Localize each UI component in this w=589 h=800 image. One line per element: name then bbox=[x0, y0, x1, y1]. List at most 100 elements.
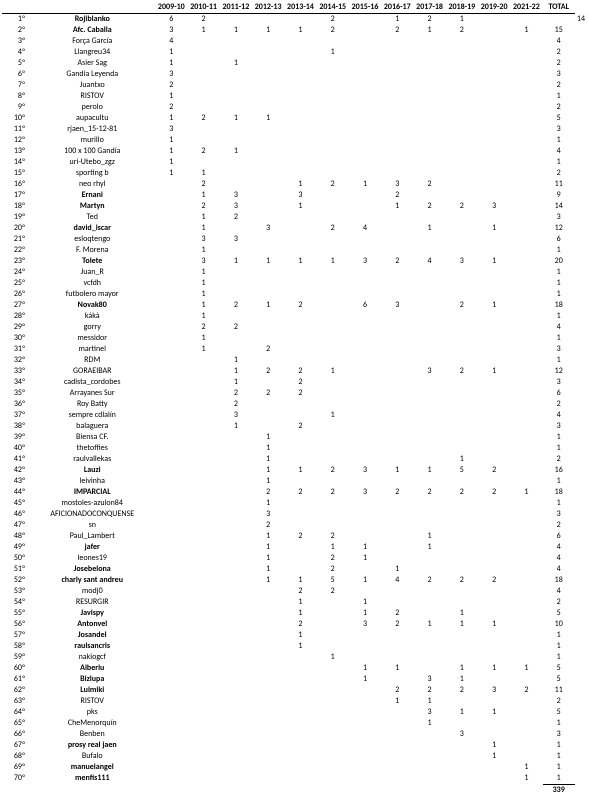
value-cell bbox=[381, 751, 413, 762]
table-row: 21ºesloqtengo336 bbox=[2, 234, 587, 245]
value-cell bbox=[413, 586, 445, 597]
table-row: 24ºJuan_R11 bbox=[2, 267, 587, 278]
value-cell bbox=[220, 586, 252, 597]
value-cell: 1 bbox=[478, 707, 510, 718]
value-cell bbox=[510, 575, 542, 586]
rank-cell: 22º bbox=[2, 245, 29, 256]
value-cell bbox=[510, 432, 542, 443]
value-cell bbox=[349, 278, 381, 289]
value-cell bbox=[317, 278, 349, 289]
value-cell bbox=[220, 608, 252, 619]
name-cell: Lauzi bbox=[29, 465, 155, 476]
value-cell bbox=[381, 454, 413, 465]
value-cell bbox=[317, 311, 349, 322]
value-cell bbox=[155, 509, 187, 520]
value-cell bbox=[317, 333, 349, 344]
rank-cell: 25º bbox=[2, 278, 29, 289]
value-cell bbox=[510, 223, 542, 234]
col-year: 2019-20 bbox=[478, 2, 510, 14]
table-row: 68ºBufalo11 bbox=[2, 751, 587, 762]
value-cell: 3 bbox=[155, 25, 187, 36]
value-cell bbox=[510, 366, 542, 377]
rank-cell: 15º bbox=[2, 168, 29, 179]
value-cell bbox=[510, 179, 542, 190]
total-cell: 16 bbox=[543, 465, 575, 476]
total-cell: 3 bbox=[543, 212, 575, 223]
table-row: 46ºAFICIONADOCONQUENSE33 bbox=[2, 509, 587, 520]
value-cell: 1 bbox=[284, 608, 316, 619]
value-cell: 2 bbox=[284, 377, 316, 388]
value-cell bbox=[413, 421, 445, 432]
value-cell bbox=[317, 619, 349, 630]
value-cell: 1 bbox=[510, 25, 542, 36]
value-cell: 1 bbox=[187, 223, 219, 234]
value-cell: 1 bbox=[381, 696, 413, 707]
value-cell: 2 bbox=[252, 388, 284, 399]
rank-cell: 43º bbox=[2, 476, 29, 487]
rank-cell: 17º bbox=[2, 190, 29, 201]
rank-cell: 46º bbox=[2, 509, 29, 520]
value-cell bbox=[446, 355, 478, 366]
value-cell: 1 bbox=[284, 641, 316, 652]
value-cell: 3 bbox=[381, 179, 413, 190]
value-cell bbox=[349, 36, 381, 47]
value-cell bbox=[478, 267, 510, 278]
value-cell bbox=[510, 476, 542, 487]
value-cell bbox=[349, 454, 381, 465]
value-cell bbox=[381, 124, 413, 135]
value-cell bbox=[187, 355, 219, 366]
value-cell bbox=[252, 608, 284, 619]
value-cell bbox=[317, 245, 349, 256]
table-row: 42ºLauzi1123115216 bbox=[2, 465, 587, 476]
value-cell bbox=[349, 718, 381, 729]
rank-cell: 28º bbox=[2, 311, 29, 322]
rank-cell: 29º bbox=[2, 322, 29, 333]
value-cell bbox=[317, 113, 349, 124]
value-cell bbox=[510, 652, 542, 663]
value-cell bbox=[284, 311, 316, 322]
ranking-table: 2009-102010-112011-122012-132013-142014-… bbox=[2, 2, 587, 796]
value-cell bbox=[317, 762, 349, 773]
value-cell bbox=[478, 652, 510, 663]
table-row: 22ºF. Morena11 bbox=[2, 245, 587, 256]
value-cell bbox=[381, 58, 413, 69]
value-cell bbox=[478, 597, 510, 608]
value-cell bbox=[446, 212, 478, 223]
value-cell bbox=[187, 696, 219, 707]
value-cell bbox=[349, 146, 381, 157]
value-cell bbox=[220, 80, 252, 91]
value-cell bbox=[187, 91, 219, 102]
value-cell: 1 bbox=[220, 421, 252, 432]
value-cell bbox=[510, 91, 542, 102]
value-cell: 2 bbox=[317, 586, 349, 597]
value-cell bbox=[187, 388, 219, 399]
value-cell bbox=[510, 256, 542, 267]
value-cell: 1 bbox=[478, 366, 510, 377]
value-cell: 5 bbox=[317, 575, 349, 586]
name-cell: vcfdh bbox=[29, 278, 155, 289]
total-cell: 2 bbox=[543, 454, 575, 465]
value-cell bbox=[220, 740, 252, 751]
rank-cell: 20º bbox=[2, 223, 29, 234]
value-cell: 2 bbox=[317, 14, 349, 26]
value-cell bbox=[220, 311, 252, 322]
value-cell: 2 bbox=[478, 487, 510, 498]
table-row: 14ºuri-Utebo_zgz11 bbox=[2, 157, 587, 168]
name-cell: Javispy bbox=[29, 608, 155, 619]
value-cell bbox=[284, 410, 316, 421]
name-cell: raulvallekas bbox=[29, 454, 155, 465]
value-cell bbox=[510, 322, 542, 333]
rank-cell: 14º bbox=[2, 157, 29, 168]
value-cell bbox=[187, 520, 219, 531]
table-row: 10ºaupacultu12115 bbox=[2, 113, 587, 124]
value-cell: 2 bbox=[381, 619, 413, 630]
value-cell: 6 bbox=[155, 14, 187, 26]
value-cell bbox=[413, 740, 445, 751]
value-cell: 1 bbox=[413, 25, 445, 36]
value-cell bbox=[284, 564, 316, 575]
value-cell bbox=[284, 212, 316, 223]
value-cell bbox=[510, 597, 542, 608]
value-cell bbox=[220, 520, 252, 531]
value-cell bbox=[510, 410, 542, 421]
value-cell bbox=[155, 212, 187, 223]
